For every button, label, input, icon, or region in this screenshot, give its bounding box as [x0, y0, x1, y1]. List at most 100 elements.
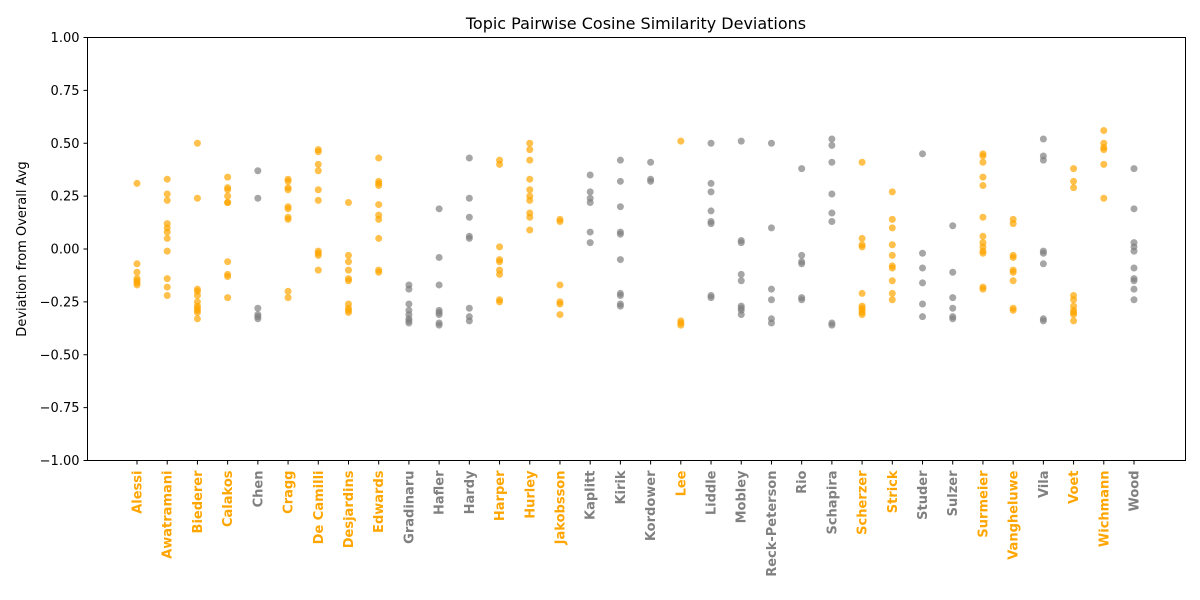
data-point [888, 188, 896, 196]
x-tick-label: Biederer [191, 470, 206, 534]
data-point [647, 175, 655, 183]
data-point [586, 171, 594, 179]
data-point [163, 275, 171, 283]
data-point [858, 158, 866, 166]
data-point [949, 268, 957, 276]
data-point [1130, 205, 1138, 213]
x-tick-label: Liddle [705, 470, 720, 515]
data-point [465, 213, 473, 221]
data-point [284, 177, 292, 185]
data-point [314, 148, 322, 156]
data-point [888, 241, 896, 249]
x-tick-label: Kordower [644, 470, 659, 541]
data-point [193, 308, 201, 316]
x-tick-label: Sulzer [946, 470, 961, 516]
chart-title: Topic Pairwise Cosine Similarity Deviati… [465, 14, 806, 33]
data-point [465, 304, 473, 312]
data-point [1130, 277, 1138, 285]
data-point [375, 201, 383, 209]
data-point [707, 207, 715, 215]
data-point [616, 156, 624, 164]
data-point [1039, 260, 1047, 268]
data-point [858, 243, 866, 251]
y-axis-ticks: −1.00 −0.75 −0.50 −0.25 0.00 0.25 0.50 0.75 1.00 [40, 31, 88, 469]
data-point [979, 182, 987, 190]
data-point [767, 224, 775, 232]
data-point [919, 300, 927, 308]
data-point [919, 264, 927, 272]
data-point [737, 137, 745, 145]
data-point [1070, 296, 1078, 304]
x-tick-label: Jakobsson [553, 471, 568, 546]
x-tick-label: Desjardins [342, 470, 357, 548]
x-tick-label: Strick [886, 470, 901, 513]
data-point [1100, 127, 1108, 135]
data-point [1070, 177, 1078, 185]
data-point [526, 213, 534, 221]
data-point [677, 137, 685, 145]
data-point [224, 258, 232, 266]
data-point [526, 196, 534, 204]
plot-frame [87, 37, 1186, 461]
data-point [375, 215, 383, 223]
y-tick-label: −1.00 [40, 454, 80, 469]
data-point [254, 167, 262, 175]
data-point [1100, 146, 1108, 154]
data-point [919, 313, 927, 321]
data-point [435, 253, 443, 261]
data-point [798, 260, 806, 268]
data-point [707, 188, 715, 196]
x-tick-label: Wood [1128, 471, 1143, 512]
data-point [647, 158, 655, 166]
data-point [919, 249, 927, 257]
x-tick-label: Hardy [463, 470, 478, 514]
y-axis-label: Deviation from Overall Avg [15, 161, 30, 336]
data-point [375, 182, 383, 190]
data-point [284, 215, 292, 223]
data-point [284, 186, 292, 194]
data-point [979, 152, 987, 160]
data-point [1039, 156, 1047, 164]
data-point [526, 226, 534, 234]
data-point [163, 292, 171, 300]
data-point [1039, 135, 1047, 143]
x-tick-label: Mobley [735, 470, 750, 523]
data-point [496, 270, 504, 278]
data-point [314, 196, 322, 204]
data-point [828, 135, 836, 143]
data-point [979, 285, 987, 293]
data-point [314, 186, 322, 194]
data-point [405, 285, 413, 293]
data-point [1070, 311, 1078, 319]
data-point [496, 243, 504, 251]
data-point [616, 177, 624, 185]
y-tick-label: −0.75 [40, 401, 80, 416]
x-tick-label: Hafler [433, 470, 448, 515]
data-point [375, 154, 383, 162]
data-point [344, 251, 352, 259]
data-point [163, 283, 171, 291]
data-point [526, 146, 534, 154]
data-point [193, 139, 201, 147]
data-point [556, 311, 564, 319]
data-point [496, 160, 504, 168]
data-point [586, 228, 594, 236]
data-point [586, 239, 594, 247]
x-tick-label: Studer [916, 470, 931, 520]
data-point [163, 190, 171, 198]
data-point [435, 311, 443, 319]
data-point [254, 194, 262, 202]
x-tick-label: Edwards [372, 470, 387, 533]
data-point [586, 188, 594, 196]
data-point [1130, 285, 1138, 293]
data-point [949, 315, 957, 323]
data-point [526, 186, 534, 194]
data-point [616, 203, 624, 211]
data-point [1100, 160, 1108, 168]
data-point [133, 179, 141, 187]
data-point [616, 256, 624, 264]
data-point [888, 277, 896, 285]
data-point [828, 141, 836, 149]
x-tick-label: Scherzer [856, 470, 871, 535]
data-point [224, 272, 232, 280]
